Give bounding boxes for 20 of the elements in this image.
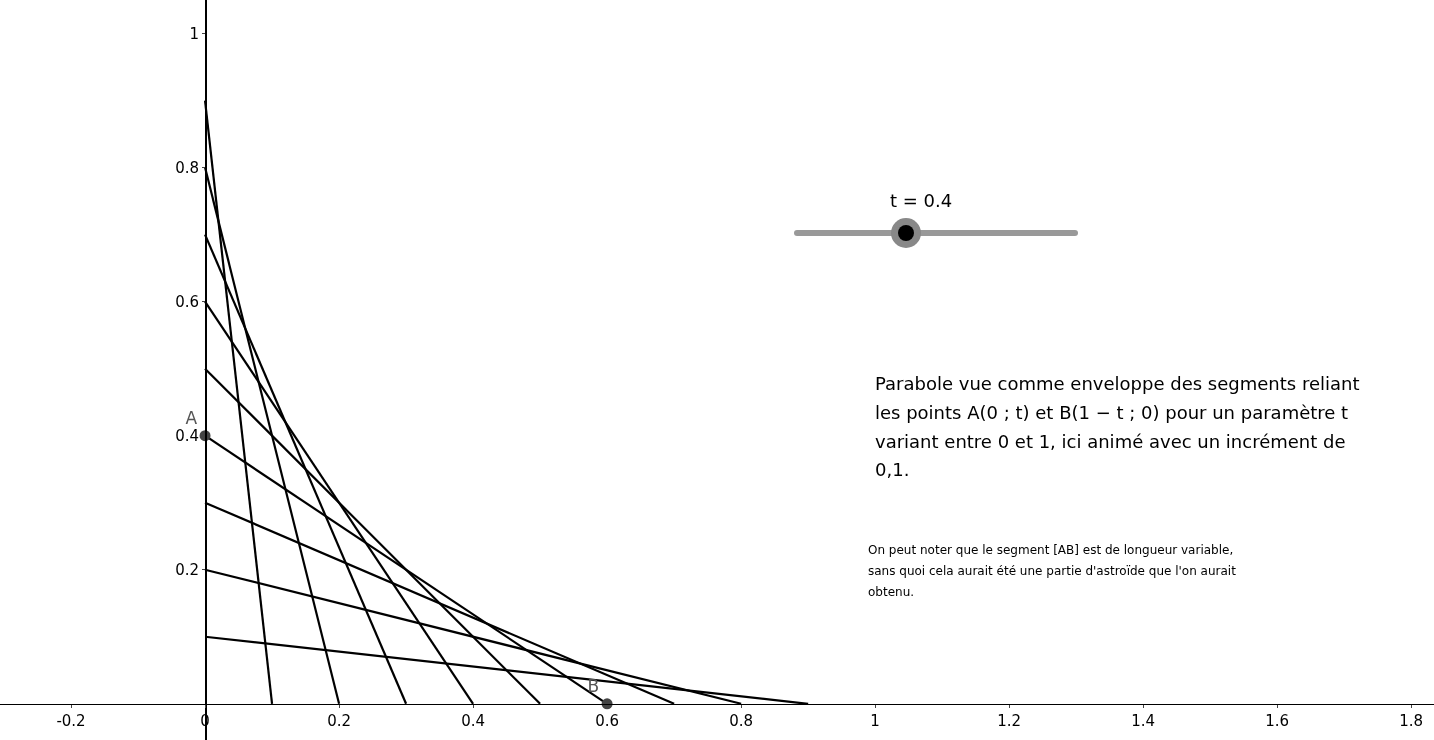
x-tick-label: 0.2: [327, 712, 351, 731]
y-tick-label: 0.6: [175, 292, 200, 311]
annotation: On peut noter que le segment [AB] est de longueur variable, sans quoi cela aurait été une partie d'astroïde que l'on aurait obtenu.: [868, 542, 1237, 601]
x-tick-label: 1.4: [1131, 712, 1156, 731]
y-tick-label: 0.8: [175, 158, 200, 177]
y-tick-label: 0.4: [175, 426, 200, 445]
annotation: t = 0.4: [890, 190, 954, 212]
annotation: Parabole vue comme enveloppe des segments reliant les points A(0 ; t) et B(1 − t ; 0) pour un paramètre t variant entre 0 et 1, ici animé avec un incrément de 0,1.: [875, 372, 1361, 483]
x-tick-label: 1.2: [997, 712, 1022, 731]
series-label: A: [185, 407, 198, 428]
x-tick-label: 1.6: [1265, 712, 1290, 731]
series-label: B: [587, 675, 600, 696]
x-tick-label: 0.6: [595, 712, 620, 731]
x-tick-label: -0.2: [56, 712, 86, 731]
y-tick-label: 0.2: [175, 561, 200, 579]
x-tick-label: 1: [870, 712, 880, 731]
x-tick-label: 0.8: [729, 712, 754, 731]
x-tick-label: 1.8: [1399, 712, 1424, 731]
x-tick-label: 0.4: [461, 712, 486, 731]
y-tick-label: 1: [189, 24, 200, 43]
